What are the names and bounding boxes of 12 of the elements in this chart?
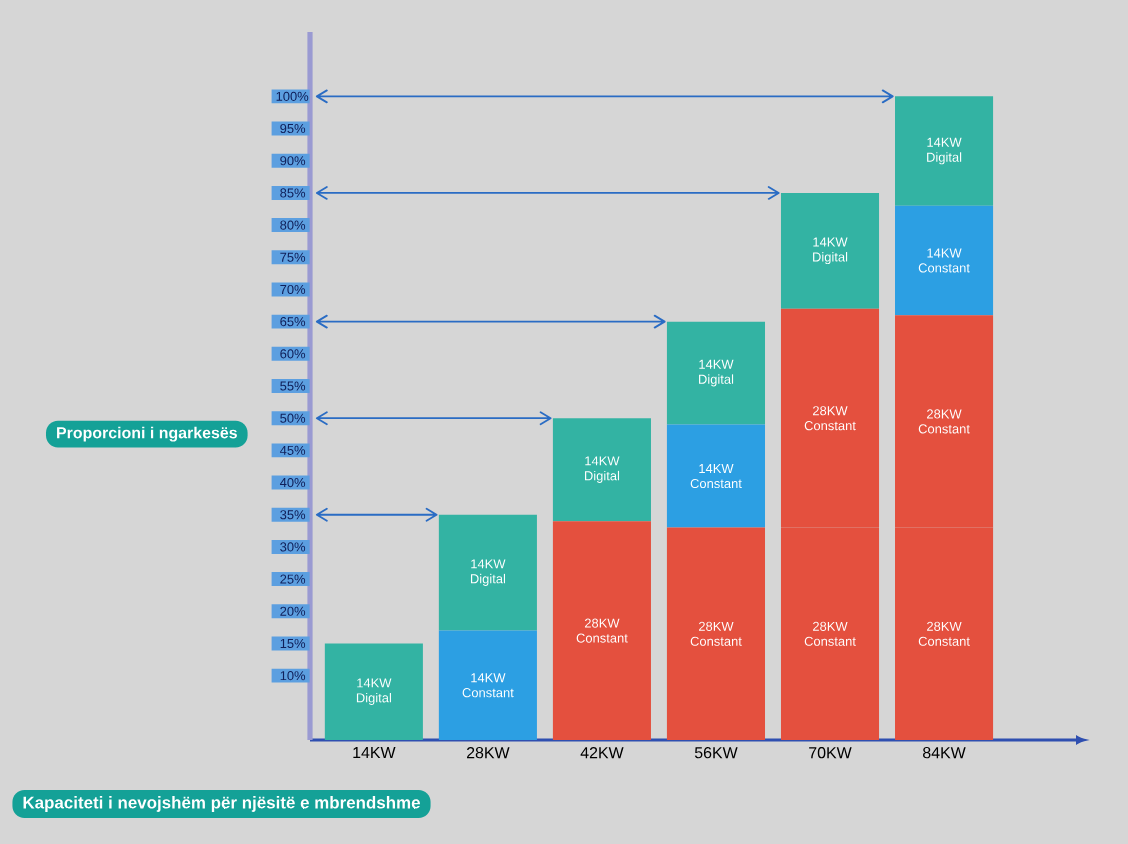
bar — [552, 418, 651, 522]
bar — [666, 527, 766, 740]
bar — [780, 192, 880, 309]
bar — [438, 514, 537, 631]
x-axis-title: Kapaciteti i nevojshëm për njësitë e mbrendshme — [23, 796, 420, 812]
bar — [666, 321, 766, 425]
bar — [666, 424, 766, 528]
bar — [895, 96, 994, 206]
bar — [324, 643, 423, 740]
bar — [895, 205, 994, 316]
bar — [438, 630, 537, 740]
bar — [552, 521, 651, 740]
